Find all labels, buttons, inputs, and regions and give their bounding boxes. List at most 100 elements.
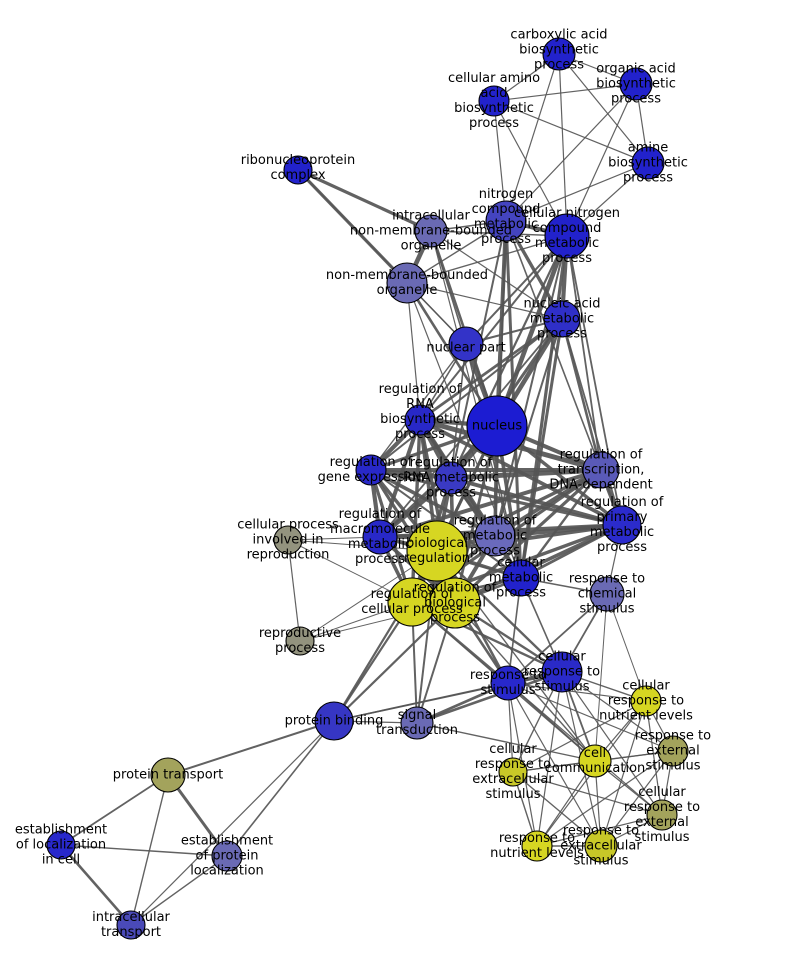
- graph-node-nitrogen_compound_metabolic[interactable]: [485, 200, 527, 242]
- graph-edge: [558, 53, 649, 164]
- graph-edge: [450, 343, 467, 479]
- graph-node-cellular_response_stimulus[interactable]: [541, 651, 583, 693]
- node-layer: [46, 37, 689, 940]
- graph-edge: [600, 700, 647, 847]
- graph-node-regulation_metabolic_process[interactable]: [474, 515, 516, 557]
- graph-node-regulation_rna_metabolic[interactable]: [434, 461, 468, 495]
- graph-edge: [406, 235, 568, 284]
- graph-node-nucleus[interactable]: [466, 395, 528, 457]
- graph-node-reproductive_process[interactable]: [285, 626, 315, 656]
- graph-node-regulation_cellular_process[interactable]: [387, 577, 437, 627]
- graph-node-cellular_response_extracellular[interactable]: [498, 757, 528, 787]
- graph-edge: [520, 469, 602, 579]
- graph-edge: [130, 774, 169, 926]
- graph-edge: [558, 53, 568, 237]
- graph-node-cellular_response_nutrient[interactable]: [630, 685, 662, 717]
- graph-edge: [167, 720, 335, 776]
- graph-edge: [561, 318, 623, 526]
- graph-node-organic_acid_bio[interactable]: [619, 67, 653, 101]
- graph-node-cellular_response_external[interactable]: [646, 799, 678, 831]
- graph-edge: [419, 317, 563, 422]
- graph-edge: [370, 468, 623, 527]
- graph-edge: [406, 282, 421, 421]
- graph-edge: [606, 593, 647, 702]
- graph-node-regulation_rna_biosynthetic[interactable]: [404, 404, 436, 436]
- graph-node-carboxylic_acid_bio[interactable]: [542, 37, 576, 71]
- graph-edge: [60, 844, 228, 857]
- graph-edge: [60, 844, 132, 926]
- graph-node-biological_regulation[interactable]: [406, 520, 468, 582]
- graph-node-cellular_metabolic_process[interactable]: [502, 559, 540, 597]
- graph-node-cell_communication[interactable]: [578, 744, 612, 778]
- graph-edge: [536, 671, 563, 847]
- graph-node-regulation_gene_expression[interactable]: [355, 454, 387, 486]
- graph-node-response_external_stimulus[interactable]: [657, 735, 689, 767]
- graph-node-regulation_primary_metabolic[interactable]: [602, 505, 642, 545]
- graph-node-establishment_localization_cell[interactable]: [46, 830, 76, 860]
- graph-node-regulation_macromolecule_metabolic[interactable]: [362, 519, 398, 555]
- graph-edge: [493, 83, 637, 102]
- graph-edge: [436, 523, 623, 553]
- graph-edge: [600, 750, 674, 847]
- graph-edge: [287, 539, 301, 642]
- graph-edge: [297, 168, 432, 233]
- graph-node-response_nutrient_levels[interactable]: [521, 830, 553, 862]
- graph-node-response_extracellular_stimulus[interactable]: [584, 829, 618, 863]
- graph-edge: [505, 53, 560, 222]
- graph-edge: [430, 230, 563, 320]
- graph-edge: [505, 83, 637, 222]
- graph-edge: [60, 774, 169, 846]
- graph-node-intracellular_transport[interactable]: [116, 910, 146, 940]
- graph-node-regulation_transcription_dna[interactable]: [582, 451, 620, 489]
- graph-edge: [512, 771, 663, 816]
- graph-edge: [561, 671, 674, 752]
- graph-node-protein_transport[interactable]: [150, 757, 186, 793]
- graph-node-non_membrane_bounded_organelle[interactable]: [386, 262, 428, 304]
- graph-node-signal_transduction[interactable]: [400, 706, 434, 740]
- graph-edge: [370, 318, 563, 471]
- graph-node-response_to_stimulus[interactable]: [490, 665, 526, 701]
- graph-edge: [507, 682, 674, 752]
- graph-edge: [410, 419, 422, 603]
- graph-node-cellular_process_reproduction[interactable]: [273, 525, 303, 555]
- graph-edge: [416, 722, 596, 762]
- graph-edge: [454, 523, 623, 605]
- graph-node-nucleic_acid_metabolic[interactable]: [543, 300, 581, 338]
- graph-edge: [333, 671, 563, 722]
- graph-edge: [370, 468, 496, 538]
- graph-edge: [226, 720, 335, 857]
- graph-node-response_chemical_stimulus[interactable]: [589, 576, 625, 612]
- graph-edge: [406, 282, 563, 320]
- graph-edge: [566, 83, 637, 237]
- graph-node-intracellular_non_membrane_organelle[interactable]: [414, 214, 448, 248]
- graph-edge: [507, 682, 647, 702]
- graph-edge: [493, 100, 649, 164]
- graph-edge: [130, 855, 228, 926]
- graph-node-establishment_protein_localization[interactable]: [211, 840, 243, 872]
- graph-node-cellular_amino_acid_bio[interactable]: [478, 85, 510, 117]
- graph-edge: [561, 671, 663, 816]
- graph-node-ribonucleoprotein_complex[interactable]: [283, 155, 313, 185]
- graph-node-cellular_nitrogen_compound_metabolic[interactable]: [544, 213, 590, 259]
- graph-node-amine_bio[interactable]: [631, 146, 665, 180]
- graph-edge: [512, 771, 602, 847]
- graph-node-protein_binding[interactable]: [314, 701, 354, 741]
- graph-node-nuclear_part[interactable]: [448, 326, 484, 362]
- graph-edge: [645, 700, 663, 816]
- graph-edge: [130, 720, 335, 926]
- graph-edge: [505, 162, 649, 222]
- graph-edge: [507, 593, 608, 684]
- graph-edge: [512, 700, 647, 773]
- graph-edge: [419, 235, 568, 421]
- graph-node-regulation_biological_process[interactable]: [429, 577, 481, 629]
- graph-edge: [465, 235, 568, 345]
- edge-layer: [60, 53, 674, 926]
- graph-edge: [416, 670, 563, 725]
- graph-edge: [594, 593, 608, 762]
- graph-edge: [333, 602, 456, 722]
- graph-edge: [507, 682, 602, 847]
- graph-edge: [536, 760, 596, 847]
- graph-edge: [379, 468, 602, 539]
